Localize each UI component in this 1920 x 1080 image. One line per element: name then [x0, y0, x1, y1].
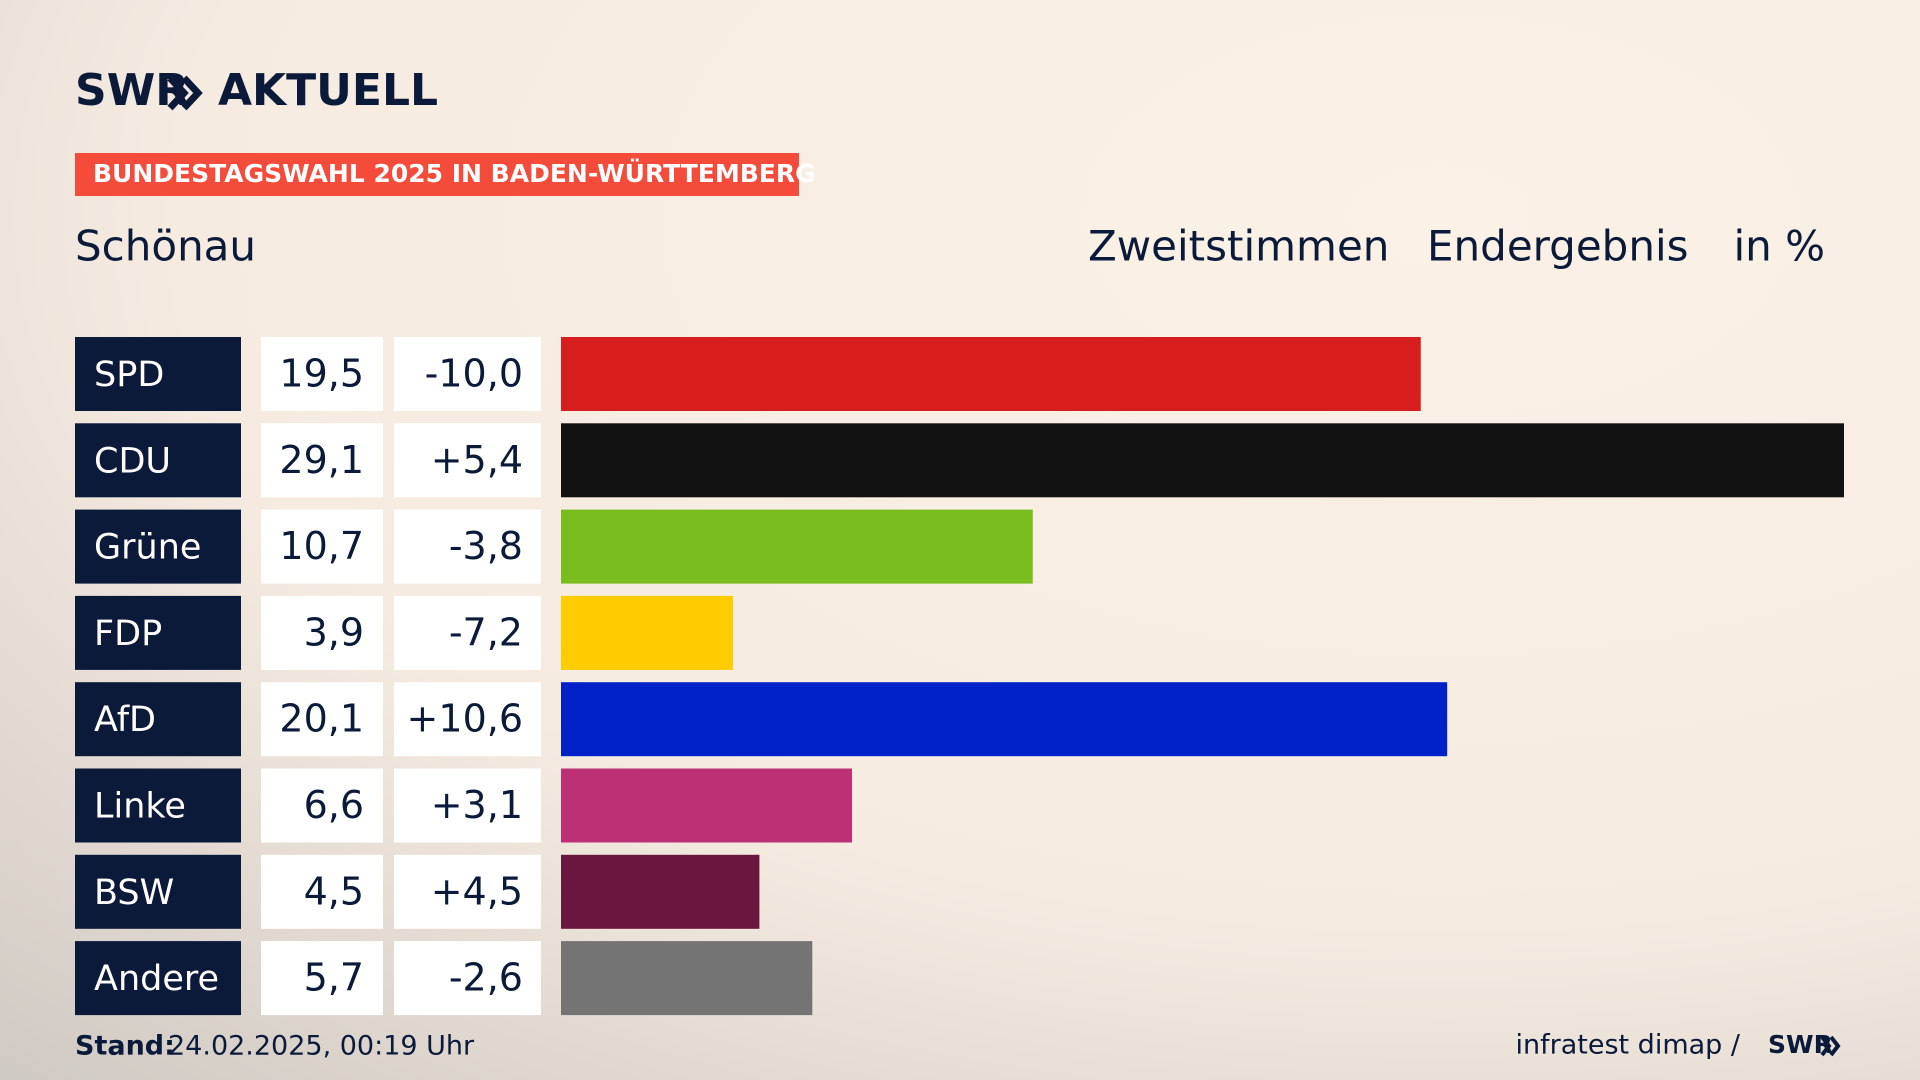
- chart-title: Schönau: [75, 222, 256, 271]
- party-label: AfD: [94, 700, 156, 740]
- party-box: [75, 682, 241, 757]
- change-box: [394, 854, 541, 929]
- value-label: 3,9: [304, 610, 364, 654]
- party-label: SPD: [94, 355, 164, 395]
- party-box: [75, 854, 241, 929]
- subtitle: Endergebnis: [1427, 222, 1689, 271]
- value-box: [261, 423, 383, 498]
- change-label: +3,1: [431, 783, 523, 827]
- party-label: FDP: [94, 614, 162, 654]
- kicker-box: [75, 153, 799, 196]
- value-label: 5,7: [304, 956, 364, 1000]
- change-label: +5,4: [431, 438, 523, 482]
- party-label: CDU: [94, 441, 171, 481]
- change-box: [394, 941, 541, 1016]
- party-box: [75, 423, 241, 498]
- logo-chevrons: [167, 75, 203, 111]
- value-box: [261, 768, 383, 843]
- change-label: -3,8: [449, 524, 523, 568]
- party-box: [75, 337, 241, 411]
- party-label: Andere: [94, 959, 219, 999]
- value-label: 4,5: [304, 869, 364, 913]
- party-box: [75, 509, 241, 584]
- value-label: 19,5: [279, 352, 364, 396]
- source: infratest dimap /: [1515, 1030, 1740, 1061]
- change-label: +4,5: [431, 869, 523, 913]
- bar: [561, 854, 760, 929]
- party-label: Grüne: [94, 528, 201, 568]
- value-label: 20,1: [279, 697, 364, 741]
- value-box: [261, 337, 383, 411]
- stand: 24.02.2025, 00:19 Uhr: [168, 1031, 475, 1062]
- change-box: [394, 423, 541, 498]
- logo-product: AKTUELL: [218, 65, 438, 116]
- bar: [561, 768, 852, 843]
- change-label: -7,2: [449, 610, 523, 654]
- change-label: -2,6: [449, 956, 523, 1000]
- value-box: [261, 682, 383, 757]
- bar: [561, 595, 733, 670]
- change-box: [394, 595, 541, 670]
- subtitle: Zweitstimmen: [1088, 222, 1389, 271]
- party-label: BSW: [94, 873, 174, 913]
- change-box: [394, 337, 541, 411]
- stand-label: Stand:: [75, 1031, 175, 1062]
- source-chevrons: [1820, 1035, 1841, 1057]
- value-label: 6,6: [304, 783, 364, 827]
- bar: [561, 337, 1421, 411]
- bar: [561, 941, 813, 1016]
- value-box: [261, 509, 383, 584]
- subtitle: in %: [1733, 222, 1825, 271]
- value-label: 10,7: [279, 524, 364, 568]
- bar: [561, 509, 1033, 584]
- bar: [561, 423, 1844, 498]
- kicker: BUNDESTAGSWAHL 2025 IN BADEN-WÜRTTEMBERG: [93, 158, 816, 188]
- party-box: [75, 595, 241, 670]
- party-box: [75, 768, 241, 843]
- value-box: [261, 941, 383, 1016]
- change-label: +10,6: [407, 697, 523, 741]
- change-box: [394, 768, 541, 843]
- value-box: [261, 854, 383, 929]
- change-box: [394, 509, 541, 584]
- change-box: [394, 682, 541, 757]
- value-box: [261, 595, 383, 670]
- value-label: 29,1: [279, 438, 364, 482]
- change-label: -10,0: [425, 352, 523, 396]
- party-label: Linke: [94, 787, 186, 827]
- bar: [561, 682, 1448, 757]
- party-box: [75, 941, 241, 1016]
